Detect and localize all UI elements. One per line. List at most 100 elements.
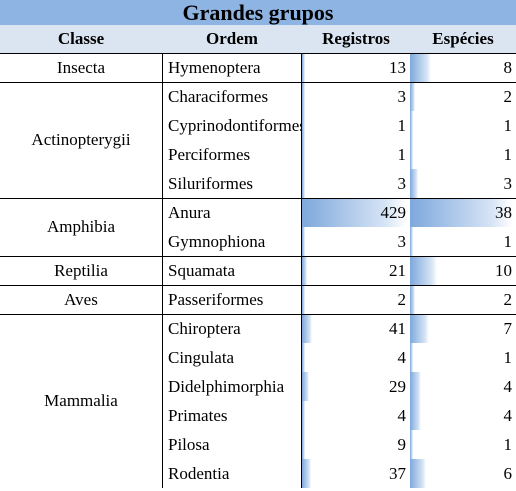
- ordem-cell: Primates: [168, 406, 228, 425]
- especies-cell: 1: [410, 111, 516, 140]
- especies-cell-value: 38: [495, 203, 512, 222]
- registros-cell-value: 1: [397, 145, 407, 164]
- table-row: Siluriformes 3 3: [0, 169, 516, 198]
- registros-cell-bar: [302, 314, 312, 343]
- ordem-cell: Cingulata: [168, 348, 235, 367]
- especies-cell-bar: [410, 53, 431, 82]
- ordem-cell: Rodentia: [168, 464, 230, 483]
- registros-cell: 37: [302, 459, 410, 488]
- registros-cell-value: 429: [380, 203, 407, 222]
- especies-cell: 4: [410, 401, 516, 430]
- column-divider: [301, 53, 302, 488]
- especies-cell-bar: [410, 82, 415, 111]
- especies-cell: 8: [410, 53, 516, 82]
- registros-cell: 3: [302, 169, 410, 198]
- group-divider: [0, 256, 516, 257]
- registros-cell-bar: [302, 372, 309, 401]
- group-divider: [0, 82, 516, 83]
- especies-cell-value: 1: [503, 435, 513, 454]
- registros-cell-bar: [302, 227, 305, 256]
- ordem-cell: Pilosa: [168, 435, 210, 454]
- registros-cell-bar: [302, 430, 305, 459]
- registros-cell-bar: [302, 169, 305, 198]
- ordem-cell: Siluriformes: [168, 174, 253, 193]
- registros-cell-value: 9: [397, 435, 407, 454]
- registros-cell-value: 3: [397, 232, 407, 251]
- header-especies: Espécies: [432, 29, 494, 48]
- registros-cell-value: 37: [389, 464, 406, 483]
- especies-cell-bar: [410, 198, 512, 227]
- especies-cell: 1: [410, 140, 516, 169]
- registros-cell-value: 4: [397, 348, 407, 367]
- table-row: Primates 4 4: [0, 401, 516, 430]
- registros-cell-bar: [302, 140, 305, 169]
- especies-cell: 1: [410, 430, 516, 459]
- especies-cell-bar: [410, 169, 418, 198]
- registros-cell-bar: [302, 111, 305, 140]
- especies-cell-value: 1: [503, 116, 513, 135]
- classe-cell: Amphibia: [47, 217, 115, 236]
- especies-cell-value: 4: [503, 406, 513, 425]
- especies-cell-value: 2: [503, 87, 513, 106]
- especies-cell-value: 7: [503, 319, 513, 338]
- registros-cell-value: 4: [397, 406, 407, 425]
- table-row: Rodentia 37 6: [0, 459, 516, 488]
- table-row: Chiroptera 41 7: [0, 314, 516, 343]
- registros-cell-bar: [302, 343, 305, 372]
- registros-cell: 29: [302, 372, 410, 401]
- registros-cell-bar: [302, 285, 305, 314]
- ordem-cell: Cyprinodontiformes: [168, 116, 302, 135]
- ordem-cell: Chiroptera: [168, 319, 241, 338]
- table-row: Hymenoptera 13 8: [0, 53, 516, 82]
- registros-cell-value: 21: [389, 261, 406, 280]
- especies-cell: 10: [410, 256, 516, 285]
- table-header: Classe Ordem Registros Espécies: [0, 25, 516, 53]
- group-divider: [0, 198, 516, 199]
- especies-cell: 38: [410, 198, 516, 227]
- registros-cell-value: 29: [389, 377, 406, 396]
- header-registros: Registros: [322, 29, 390, 48]
- ordem-cell: Gymnophiona: [168, 232, 266, 251]
- especies-cell: 1: [410, 227, 516, 256]
- especies-cell-value: 3: [503, 174, 513, 193]
- table-row: Cingulata 4 1: [0, 343, 516, 372]
- ordem-cell: Squamata: [168, 261, 236, 280]
- especies-cell: 3: [410, 169, 516, 198]
- especies-cell-bar: [410, 227, 413, 256]
- especies-cell-value: 2: [503, 290, 513, 309]
- registros-cell-bar: [302, 53, 305, 82]
- especies-cell: 4: [410, 372, 516, 401]
- especies-cell-value: 8: [503, 58, 513, 77]
- group-divider: [0, 314, 516, 315]
- header-classe: Classe: [57, 29, 105, 48]
- registros-cell: 1: [302, 111, 410, 140]
- ordem-cell: Passeriformes: [168, 290, 264, 309]
- especies-cell-value: 1: [503, 145, 513, 164]
- table-row: Gymnophiona 3 1: [0, 227, 516, 256]
- registros-cell-value: 1: [397, 116, 407, 135]
- especies-cell-bar: [410, 372, 421, 401]
- table-row: Squamata 21 10: [0, 256, 516, 285]
- registros-cell: 429: [302, 198, 410, 227]
- classe-cell: Mammalia: [44, 391, 118, 410]
- especies-cell-bar: [410, 401, 421, 430]
- especies-cell: 1: [410, 343, 516, 372]
- table-row: Perciformes 1 1: [0, 140, 516, 169]
- registros-cell-value: 41: [389, 319, 406, 338]
- especies-cell-value: 6: [503, 464, 513, 483]
- especies-cell-bar: [410, 314, 429, 343]
- classe-cell: Aves: [64, 290, 98, 309]
- especies-cell-bar: [410, 111, 413, 140]
- table-row: Passeriformes 2 2: [0, 285, 516, 314]
- registros-cell: 4: [302, 401, 410, 430]
- registros-cell: 13: [302, 53, 410, 82]
- especies-cell: 6: [410, 459, 516, 488]
- especies-cell-value: 1: [503, 232, 513, 251]
- registros-cell-bar: [302, 459, 311, 488]
- registros-cell-value: 13: [389, 58, 406, 77]
- especies-cell-bar: [410, 459, 426, 488]
- table-title: Grandes grupos: [0, 0, 516, 25]
- registros-cell: 3: [302, 227, 410, 256]
- especies-cell-value: 10: [495, 261, 512, 280]
- registros-cell-bar: [302, 401, 305, 430]
